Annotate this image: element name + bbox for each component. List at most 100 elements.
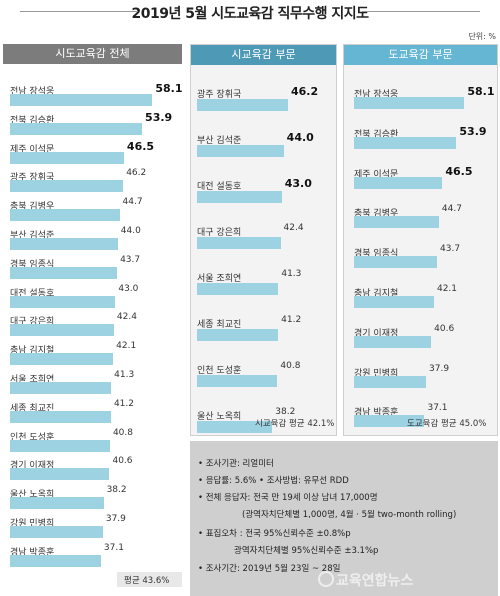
bar-label: 충남 김지철 — [10, 346, 55, 357]
bar-value-label: 42.4 — [283, 223, 304, 233]
bar-value-label: 42.1 — [436, 284, 458, 294]
bar — [10, 468, 110, 481]
bar-value-label: 41.3 — [281, 269, 302, 279]
bar-label: 제주 이석문 — [10, 144, 55, 155]
note-period: • 조사기간: 2019년 5월 23일 ~ 28일 — [198, 564, 341, 574]
bar-label: 전북 김승환 — [354, 129, 399, 140]
bar-value-label: 46.2 — [126, 168, 147, 179]
bar — [10, 497, 104, 510]
bar-label: 광주 장휘국 — [10, 173, 55, 184]
bar-value-label: 42.4 — [116, 312, 137, 323]
watermark-icon — [318, 571, 334, 587]
bar — [10, 439, 110, 452]
bar-label: 경남 박종훈 — [10, 547, 55, 558]
bar — [10, 554, 101, 567]
bar — [10, 94, 153, 106]
note-response-method: • 응답률: 5.6% • 조사방법: 유무선 RDD — [198, 476, 349, 486]
survey-notes: • 조사기관: 리얼미터 • 응답률: 5.6% • 조사방법: 유무선 RDD… — [190, 441, 498, 596]
bar-label: 경기 이재정 — [354, 328, 399, 339]
bar-value-label: 40.6 — [112, 456, 133, 467]
bar-value-label: 40.8 — [280, 361, 301, 371]
bar-value-label: 37.9 — [429, 363, 450, 374]
bar-value-label: 46.2 — [291, 85, 319, 98]
panel-city-average: 시교육감 평균 42.1% — [255, 419, 335, 429]
bar — [10, 238, 118, 250]
bar-label: 전북 김승환 — [10, 115, 55, 126]
bar-value-label: 43.7 — [440, 244, 461, 255]
bar-label: 경북 임종식 — [10, 259, 55, 270]
bar-value-label: 37.9 — [105, 514, 126, 524]
bar — [354, 216, 439, 229]
watermark: 교육연합뉴스 — [336, 573, 414, 589]
bar — [354, 375, 426, 388]
note-agency: • 조사기관: 리얼미터 — [198, 459, 274, 469]
bar-label: 대구 강은희 — [10, 317, 55, 328]
bar-label: 광주 장휘국 — [197, 90, 242, 100]
bar-value-label: 58.1 — [155, 82, 182, 95]
panel-total: 시도교육감 전체 전남 장석웅 58.1 전북 김승환 53.9 제주 이석문 46.5 광… — [3, 44, 182, 596]
bar-label: 대전 설동호 — [197, 182, 242, 192]
bar — [10, 209, 120, 222]
bar — [354, 415, 425, 428]
bar — [197, 145, 284, 157]
bar-value-label: 40.6 — [434, 323, 455, 334]
bar-value-label: 43.0 — [118, 283, 139, 294]
unit-label: 단위: % — [468, 32, 496, 41]
bar-label: 인천 도성훈 — [197, 366, 242, 376]
bar — [10, 324, 114, 337]
bar-value-label: 53.9 — [459, 124, 487, 138]
bar-label: 경북 임종식 — [354, 249, 399, 260]
bar-value-label: 43.0 — [284, 177, 312, 190]
bar — [10, 410, 111, 423]
bar — [10, 122, 143, 135]
bar-label: 전남 장석웅 — [354, 90, 399, 100]
bar-label: 충남 김지철 — [354, 289, 399, 299]
bar-value-label: 38.2 — [275, 407, 296, 417]
bar-label: 강원 민병희 — [354, 368, 399, 379]
bar — [10, 151, 124, 164]
bar-label: 충북 김병우 — [354, 209, 399, 220]
bar-value-label: 44.0 — [120, 226, 141, 236]
note-respondents: • 전체 응답자: 전국 만 19세 이상 남녀 17,000명 — [198, 493, 378, 503]
bar — [10, 295, 116, 308]
bar-value-label: 58.1 — [467, 85, 495, 98]
bar — [354, 335, 432, 348]
bar — [10, 180, 124, 193]
bar-label: 강원 민병희 — [10, 519, 55, 529]
bar — [197, 237, 281, 249]
bar-value-label: 41.3 — [114, 370, 135, 380]
bar-label: 세종 최교진 — [10, 403, 55, 414]
bar — [354, 296, 434, 308]
note-sampling-error: • 표집오차 : 전국 95%신뢰수준 ±0.8%p — [198, 529, 351, 539]
bar-label: 경남 박종훈 — [354, 408, 399, 419]
bar-label: 서울 조희연 — [197, 274, 242, 284]
panel-province: 도교육감 부문 전남 장석웅 58.1 전북 김승환 53.9 제주 이석문 46.5 충북… — [343, 44, 498, 436]
bar — [10, 526, 103, 538]
bar — [197, 375, 278, 387]
bar-value-label: 41.2 — [113, 398, 134, 409]
bar-label: 충북 김병우 — [10, 202, 55, 213]
panel-city-title: 시교육감 부문 — [191, 45, 336, 65]
bar-value-label: 46.5 — [445, 164, 473, 178]
bar — [197, 421, 273, 433]
bar-value-label: 40.8 — [112, 427, 133, 438]
panel-total-average: 평균 43.6% — [124, 576, 170, 586]
bar — [197, 329, 279, 341]
bar — [197, 191, 282, 203]
bar — [354, 176, 443, 189]
panel-province-title: 도교육감 부문 — [344, 45, 497, 65]
bar-value-label: 41.2 — [281, 315, 302, 325]
bar-label: 전남 장석웅 — [10, 87, 55, 97]
bar-value-label: 44.7 — [441, 204, 462, 215]
bar — [354, 136, 457, 149]
bar-value-label: 37.1 — [103, 542, 124, 553]
title-rule-right — [362, 11, 480, 12]
bar-label: 부산 김석준 — [10, 231, 55, 241]
note-respondents-detail: (광역자치단체별 1,000명, 4월 · 5월 two-month rolli… — [242, 510, 457, 520]
bar-value-label: 42.1 — [116, 341, 137, 352]
bar-label: 부산 김석준 — [197, 136, 242, 146]
panel-total-title: 시도교육감 전체 — [3, 44, 182, 64]
bar-label: 경기 이재정 — [10, 461, 55, 472]
bar — [10, 266, 118, 279]
bar — [197, 283, 279, 295]
